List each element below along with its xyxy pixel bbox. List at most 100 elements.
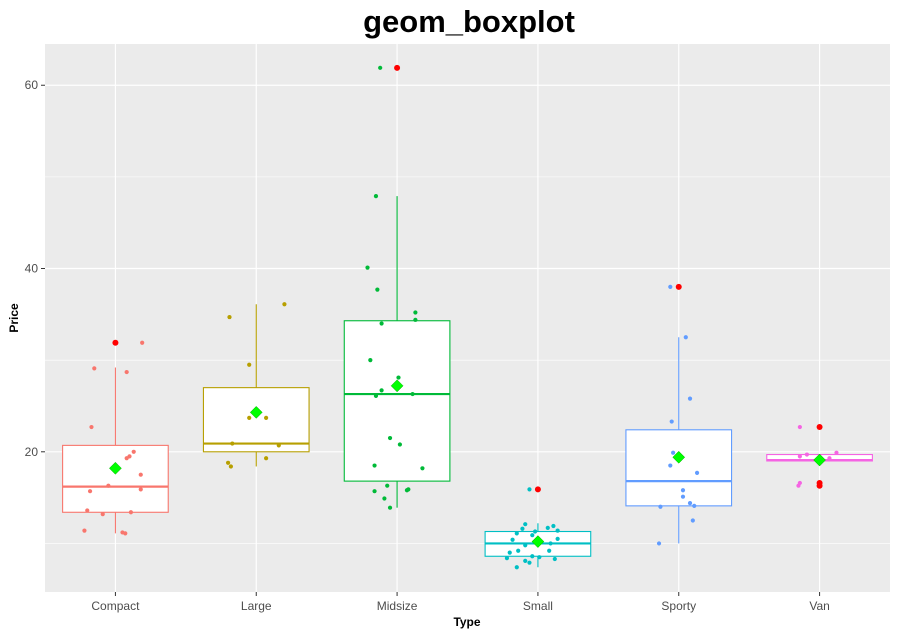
jitter-point (530, 554, 535, 559)
jitter-point (230, 441, 235, 446)
jitter-point (827, 456, 832, 461)
jitter-point (547, 548, 552, 553)
jitter-point (507, 550, 512, 555)
outlier-point (675, 283, 682, 290)
jitter-point (680, 494, 686, 499)
jitter-point (373, 393, 379, 398)
jitter-point (514, 531, 519, 536)
jitter-point (504, 555, 510, 561)
jitter-point (379, 388, 384, 393)
jitter-point (131, 449, 136, 454)
jitter-point (523, 558, 528, 563)
jitter-point (410, 391, 415, 397)
box-rect (343, 320, 451, 482)
jitter-point (264, 415, 269, 420)
jitter-point (225, 460, 231, 465)
jitter-point (82, 528, 87, 533)
jitter-point (92, 366, 97, 371)
jitter-point (387, 505, 393, 510)
jitter-point (797, 424, 802, 430)
jitter-point (373, 194, 379, 199)
box-compact (62, 367, 169, 534)
jitter-point (227, 314, 232, 320)
jitter-point (396, 375, 401, 380)
jitter-point (247, 362, 252, 367)
x-axis-title: Type (453, 615, 480, 629)
mean-marker (109, 461, 122, 475)
x-tick-label: Van (809, 599, 829, 613)
jitter-point (124, 369, 129, 375)
jitter-point (228, 464, 233, 469)
jitter-point (520, 526, 525, 531)
jitter-point (264, 456, 269, 461)
jitter-point (694, 470, 700, 475)
jitter-point (372, 463, 377, 468)
jitter-point (276, 443, 281, 448)
y-tick-label: 40 (25, 262, 39, 276)
jitter-point (106, 483, 111, 488)
jitter-point (89, 424, 94, 430)
jitter-point (368, 358, 373, 363)
jitter-points-layer (82, 65, 839, 570)
jitter-point (123, 531, 128, 536)
jitter-point (379, 321, 384, 326)
box-rect (625, 429, 733, 507)
jitter-point (365, 265, 370, 270)
outlier-point (816, 479, 823, 486)
jitter-point (834, 450, 839, 455)
box-rect (202, 387, 310, 453)
jitter-point (87, 489, 93, 494)
jitter-point (555, 528, 560, 533)
jitter-point (413, 317, 418, 322)
jitter-point (397, 442, 402, 447)
mean-marker (672, 450, 686, 464)
jitter-point (140, 340, 145, 345)
jitter-point (382, 496, 387, 501)
jitter-point (138, 472, 143, 477)
outlier-point (534, 486, 541, 493)
jitter-point (128, 510, 134, 515)
jitter-point (510, 537, 515, 542)
jitter-point (527, 560, 532, 565)
jitter-point (804, 452, 810, 457)
x-axis: Compact Large Midsize Small Sporty Van (91, 592, 830, 613)
jitter-point (100, 512, 105, 517)
jitter-point (551, 523, 556, 529)
x-tick-label: Large (241, 599, 272, 613)
y-axis-title: Price (7, 303, 21, 333)
jitter-point (680, 488, 686, 493)
mean-marker (813, 453, 826, 467)
outlier-point (816, 424, 823, 431)
jitter-point (548, 541, 553, 546)
jitter-point (552, 556, 557, 562)
jitter-point (656, 541, 662, 546)
jitter-point (537, 555, 542, 560)
jitter-point (669, 419, 674, 424)
mean-marker (390, 379, 404, 393)
plot-panel (45, 44, 890, 592)
jitter-point (658, 504, 663, 509)
jitter-point (413, 310, 418, 315)
chart-title: geom_boxplot (363, 4, 575, 39)
jitter-point (527, 487, 532, 492)
outlier-point (394, 64, 401, 71)
jitter-point (687, 396, 693, 401)
jitter-point (514, 565, 519, 570)
y-tick-label: 20 (25, 445, 39, 459)
outliers-layer (112, 64, 823, 493)
box-rect (62, 444, 169, 513)
jitter-point (692, 503, 697, 508)
minor-gridlines (45, 176, 890, 544)
boxes-layer (62, 196, 873, 568)
jitter-point (545, 525, 550, 530)
jitter-point (127, 454, 132, 459)
jitter-point (523, 522, 528, 527)
jitter-point (668, 463, 673, 468)
x-tick-label: Small (523, 599, 553, 613)
mean-marker (249, 406, 263, 419)
jitter-point (555, 536, 560, 541)
x-tick-label: Midsize (377, 599, 418, 613)
jitter-point (138, 487, 143, 492)
x-tick-label: Compact (91, 599, 140, 613)
